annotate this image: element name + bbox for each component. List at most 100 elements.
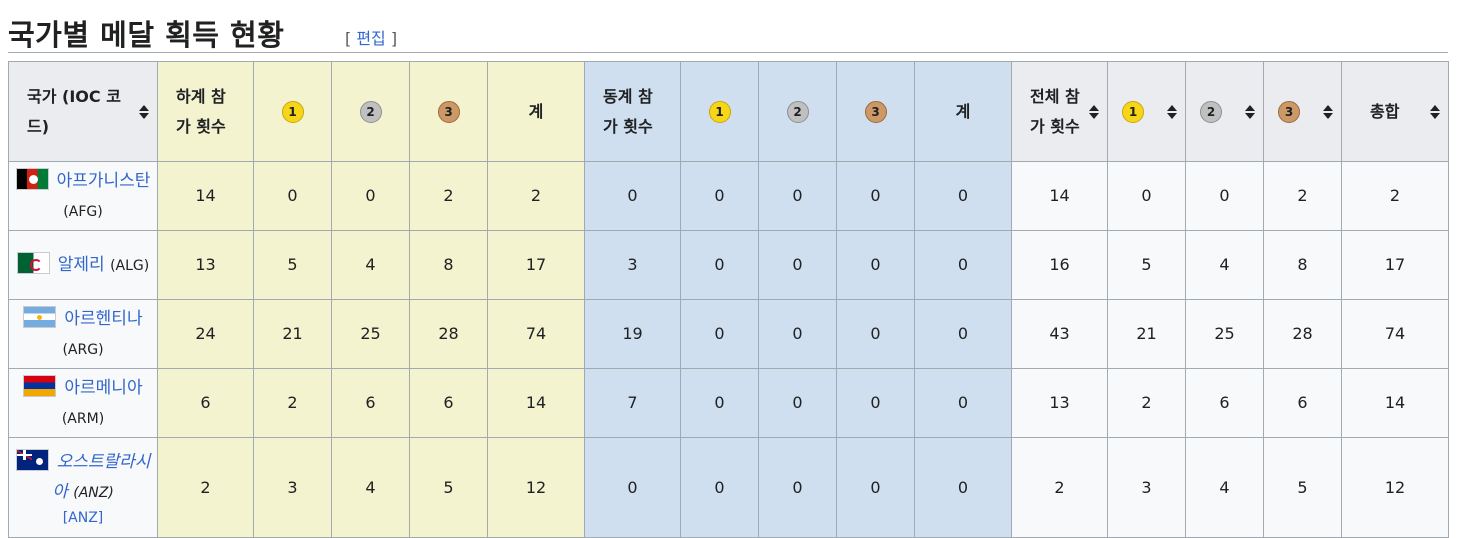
- summer-bronze-header: 3: [409, 61, 488, 162]
- bronze-medal-icon: 3: [864, 101, 887, 123]
- table-row: 알제리 (ALG) 13 5 4 8 17 3 0 0 0 0 16 5 4 8…: [8, 230, 1449, 300]
- summer-gold: 21: [253, 299, 332, 369]
- winter-games-label: 동계 참가 횟수: [603, 86, 653, 136]
- all-games: 14: [1011, 161, 1108, 231]
- total-gold: 2: [1107, 368, 1186, 438]
- table-row: 아프가니스탄 (AFG) 14 0 0 2 2 0 0 0 0 0 14 0 0…: [8, 161, 1449, 231]
- total-bronze: 6: [1263, 368, 1342, 438]
- summer-silver: 25: [331, 299, 410, 369]
- grand-total: 74: [1341, 299, 1449, 369]
- gold-medal-icon: 1: [1122, 101, 1144, 123]
- winter-gold: 0: [680, 299, 759, 369]
- summer-games: 24: [157, 299, 254, 369]
- bronze-medal-icon: 3: [437, 101, 460, 123]
- nation-link[interactable]: 아르메니아: [64, 377, 143, 398]
- summer-silver: 4: [331, 230, 410, 300]
- silver-medal-icon: 2: [359, 101, 382, 123]
- ioc-code: (ANZ): [73, 485, 114, 501]
- edit-link[interactable]: 편집: [356, 29, 386, 48]
- nation-header-label: 국가 (IOC 코드): [27, 86, 121, 136]
- winter-gold: 0: [680, 437, 759, 538]
- summer-games: 13: [157, 230, 254, 300]
- summer-silver: 0: [331, 161, 410, 231]
- winter-silver: 0: [758, 368, 837, 438]
- winter-silver-header: 2: [758, 61, 837, 162]
- winter-games: 3: [584, 230, 681, 300]
- ioc-code: (ARG): [62, 341, 104, 358]
- nation-link[interactable]: 아프가니스탄: [56, 170, 151, 191]
- summer-total-header: 계: [487, 61, 585, 162]
- winter-games: 7: [584, 368, 681, 438]
- nation-cell: 아르메니아 (ARM): [8, 368, 158, 438]
- winter-silver: 0: [758, 161, 837, 231]
- winter-games: 19: [584, 299, 681, 369]
- summer-silver-header: 2: [331, 61, 410, 162]
- gold-medal-icon: 1: [281, 101, 304, 123]
- medal-table: 국가 (IOC 코드) 하계 참가 횟수 1 2 3 계 동계 참가 횟수 1 …: [8, 61, 1449, 538]
- total-bronze: 2: [1263, 161, 1342, 231]
- total-silver: 25: [1185, 299, 1264, 369]
- all-games: 13: [1011, 368, 1108, 438]
- winter-silver: 0: [758, 230, 837, 300]
- anz-ref-link[interactable]: [ANZ]: [62, 510, 104, 526]
- summer-gold: 5: [253, 230, 332, 300]
- summer-total: 14: [487, 368, 585, 438]
- nation-cell: 오스트랄라시아 (ANZ) [ANZ]: [8, 437, 158, 538]
- edit-section: [ 편집 ]: [345, 25, 397, 49]
- winter-silver: 0: [758, 299, 837, 369]
- total-silver: 4: [1185, 230, 1264, 300]
- sort-icon: [1167, 103, 1177, 121]
- nation-link[interactable]: 오스트랄라시아: [52, 452, 151, 502]
- table-row: 아르헨티나 (ARG) 24 21 25 28 74 19 0 0 0 0 43…: [8, 299, 1449, 369]
- summer-gold: 0: [253, 161, 332, 231]
- winter-games: 0: [584, 161, 681, 231]
- summer-total: 2: [487, 161, 585, 231]
- total-gold-header[interactable]: 1: [1107, 61, 1186, 162]
- winter-gold: 0: [680, 161, 759, 231]
- total-bronze: 8: [1263, 230, 1342, 300]
- all-games-header[interactable]: 전체 참가 횟수: [1011, 61, 1108, 162]
- winter-total: 0: [914, 230, 1012, 300]
- summer-silver: 6: [331, 368, 410, 438]
- total-silver: 0: [1185, 161, 1264, 231]
- silver-medal-icon: 2: [786, 101, 809, 123]
- all-games: 16: [1011, 230, 1108, 300]
- grand-total-header[interactable]: 총합: [1341, 61, 1449, 162]
- total-gold: 5: [1107, 230, 1186, 300]
- table-row: 오스트랄라시아 (ANZ) [ANZ] 2 3 4 5 12 0 0 0 0 0 …: [8, 437, 1449, 538]
- grand-total-label: 총합: [1370, 101, 1400, 121]
- silver-medal-icon: 2: [1200, 101, 1222, 123]
- sort-icon: [1089, 103, 1099, 121]
- total-bronze: 5: [1263, 437, 1342, 538]
- section-heading: 국가별 메달 획득 현황 [ 편집 ]: [8, 6, 1448, 53]
- winter-bronze-header: 3: [836, 61, 915, 162]
- total-gold: 0: [1107, 161, 1186, 231]
- nation-cell: 알제리 (ALG): [8, 230, 158, 300]
- grand-total: 12: [1341, 437, 1449, 538]
- summer-total: 12: [487, 437, 585, 538]
- total-gold: 3: [1107, 437, 1186, 538]
- winter-bronze: 0: [836, 230, 915, 300]
- summer-games: 2: [157, 437, 254, 538]
- winter-gold-header: 1: [680, 61, 759, 162]
- total-bronze-header[interactable]: 3: [1263, 61, 1342, 162]
- sort-icon: [1245, 103, 1255, 121]
- nation-link[interactable]: 알제리: [57, 254, 105, 275]
- sort-icon: [1430, 103, 1440, 121]
- summer-games-header: 하계 참가 횟수: [157, 61, 254, 162]
- ioc-code: (AFG): [63, 203, 103, 220]
- summer-total: 17: [487, 230, 585, 300]
- nation-header[interactable]: 국가 (IOC 코드): [8, 61, 158, 162]
- total-silver-header[interactable]: 2: [1185, 61, 1264, 162]
- all-games: 2: [1011, 437, 1108, 538]
- summer-silver: 4: [331, 437, 410, 538]
- winter-total: 0: [914, 437, 1012, 538]
- grand-total: 14: [1341, 368, 1449, 438]
- winter-bronze: 0: [836, 161, 915, 231]
- sort-icon: [139, 103, 149, 121]
- winter-total: 0: [914, 368, 1012, 438]
- winter-bronze: 0: [836, 368, 915, 438]
- winter-total: 0: [914, 161, 1012, 231]
- total-gold: 21: [1107, 299, 1186, 369]
- nation-link[interactable]: 아르헨티나: [64, 308, 143, 329]
